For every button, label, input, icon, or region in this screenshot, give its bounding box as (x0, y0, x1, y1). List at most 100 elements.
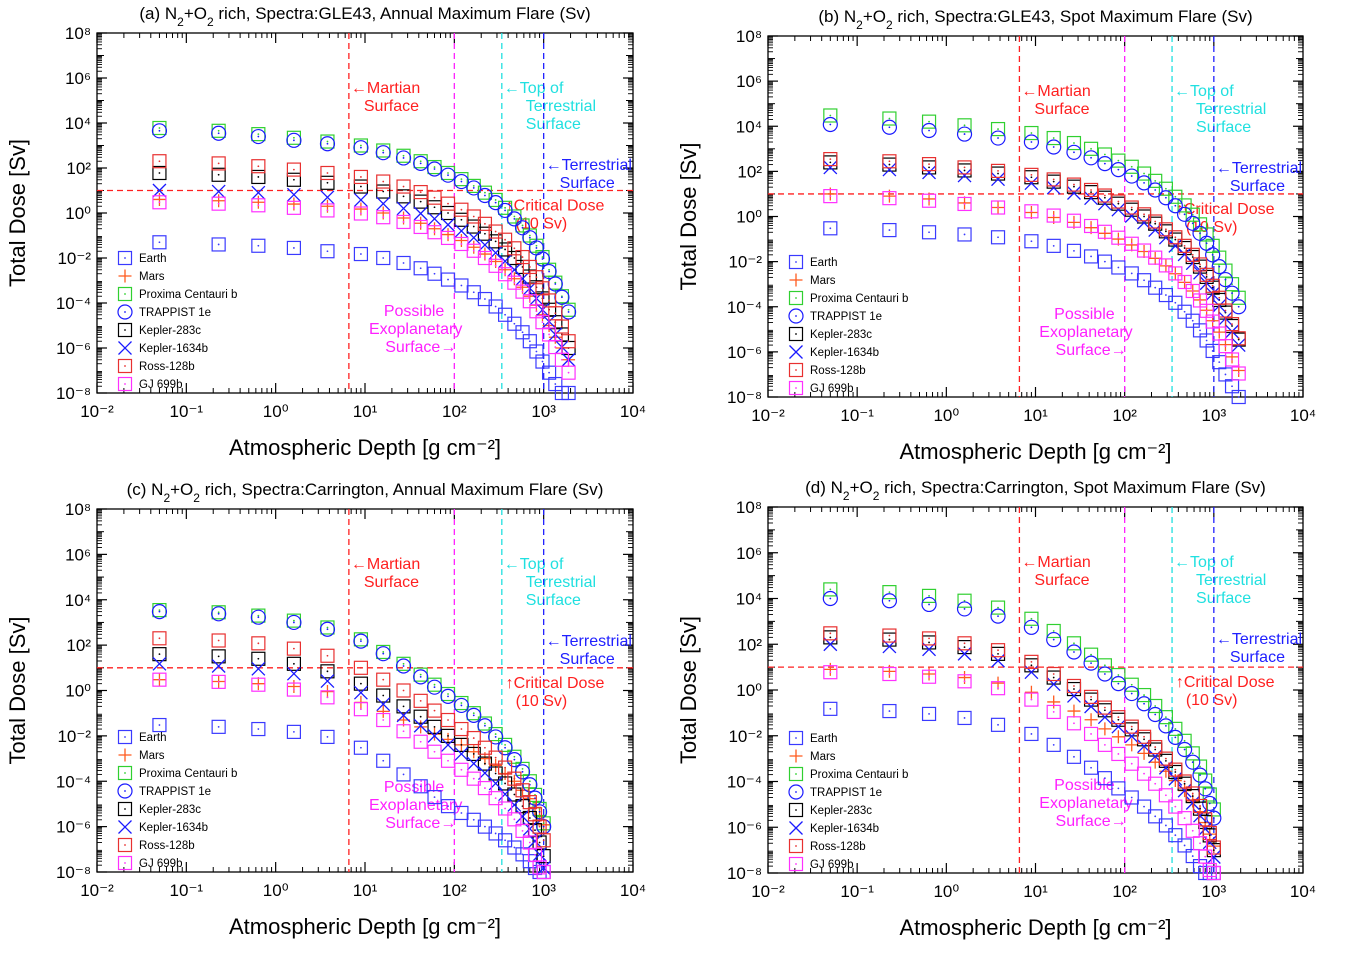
data-point-dot (997, 687, 999, 690)
data-point-dot (293, 247, 295, 249)
legend-marker-dot (795, 863, 797, 865)
data-point-dot (419, 191, 422, 193)
data-point-dot (1090, 225, 1092, 227)
chart-svg: (d) N2+O2 rich, Spectra:Carrington, Spot… (676, 478, 1316, 940)
data-point-dot (1030, 173, 1033, 176)
data-point (1167, 198, 1183, 214)
data-point (1110, 676, 1126, 692)
data-point-dot (419, 226, 422, 228)
data-point-dot (402, 154, 405, 157)
data-point-dot (513, 818, 516, 821)
data-point-dot (494, 733, 497, 735)
data-point (396, 699, 411, 714)
data-point (427, 211, 442, 226)
data-point-dot (472, 187, 475, 189)
data-point (881, 119, 898, 135)
data-point-dot (1154, 713, 1157, 716)
y-tick-label: 10⁻² (728, 253, 762, 272)
data-point-dot (928, 675, 930, 678)
data-point-dot (360, 212, 362, 215)
data-point-dot (1052, 676, 1055, 679)
data-point (427, 728, 442, 743)
data-point (957, 710, 972, 726)
data-point (1066, 135, 1082, 151)
legend-label: Kepler-1634b (139, 822, 208, 834)
data-point-dot (567, 308, 570, 311)
y-tick-label: 10⁻⁶ (727, 818, 762, 837)
reference-line-label: Surface→ (385, 815, 456, 832)
data-point (536, 833, 551, 848)
legend-label: Kepler-283c (139, 325, 201, 337)
x-tick-label: 10² (442, 881, 467, 900)
data-point-dot (1183, 748, 1186, 751)
data-point (1046, 623, 1061, 639)
data-point-dot (293, 688, 295, 691)
data-point (497, 740, 513, 756)
data-point (320, 203, 335, 218)
data-point-dot (433, 231, 436, 234)
legend-label: Ross-128b (810, 841, 866, 853)
data-point-dot (1231, 325, 1233, 327)
data-point-dot (484, 191, 486, 194)
data-point-dot (326, 736, 329, 738)
legend-label: Proxima Centauri b (139, 768, 237, 780)
data-point (1046, 172, 1061, 187)
legend-label: Mars (810, 275, 836, 287)
data-point-dot (360, 146, 362, 149)
data-point-dot (1164, 187, 1167, 190)
data-point (152, 631, 167, 646)
data-point-dot (997, 723, 999, 726)
data-point (1176, 741, 1193, 758)
data-point-dot (217, 611, 220, 614)
data-point-dot (433, 796, 436, 799)
legend-marker-dot (124, 790, 126, 792)
data-point (957, 196, 972, 212)
series-5 (823, 160, 1246, 353)
legend-label: Earth (139, 732, 167, 744)
data-point-dot (1073, 685, 1075, 687)
legend-entry: Kepler-283c (117, 322, 201, 338)
data-point-dot (402, 665, 405, 667)
data-point (466, 180, 482, 196)
data-point-dot (1154, 256, 1157, 259)
data-point-dot (1183, 817, 1186, 820)
legend-marker-dot (795, 369, 797, 371)
data-point (1185, 786, 1200, 801)
legend-marker (788, 254, 804, 270)
data-point-dot (1204, 787, 1207, 790)
data-point-dot (1164, 716, 1167, 719)
data-point-dot (554, 383, 557, 385)
data-point (956, 601, 973, 617)
data-point (466, 730, 481, 746)
data-point-dot (293, 206, 295, 209)
data-point (1110, 161, 1126, 178)
reference-line-label: Surface→ (385, 339, 456, 356)
data-point-dot (1183, 844, 1186, 847)
data-point-dot (402, 157, 405, 159)
data-point (1148, 698, 1163, 714)
data-point (414, 720, 428, 734)
data-point-dot (360, 638, 362, 641)
x-tick-label: 10² (1112, 882, 1137, 901)
data-point-dot (1130, 762, 1133, 765)
data-point-dot (1103, 196, 1106, 199)
data-point-dot (326, 628, 329, 631)
data-point-dot (513, 217, 516, 220)
data-point-dot (1030, 698, 1033, 701)
data-point-dot (1164, 724, 1167, 727)
data-point-dot (217, 202, 220, 205)
y-tick-label: 10⁻⁴ (56, 772, 91, 791)
data-point (1185, 256, 1200, 271)
data-point (515, 325, 530, 340)
data-point-dot (1205, 339, 1208, 342)
data-point-dot (293, 178, 295, 181)
data-point-dot (1208, 832, 1211, 834)
legend-label: Kepler-283c (139, 804, 201, 816)
data-point-dot (997, 172, 999, 175)
data-point (413, 219, 428, 235)
data-point (440, 167, 456, 183)
data-point-dot (513, 777, 516, 780)
data-point-dot (1218, 361, 1221, 364)
data-point (152, 165, 167, 181)
data-point (1168, 266, 1183, 281)
